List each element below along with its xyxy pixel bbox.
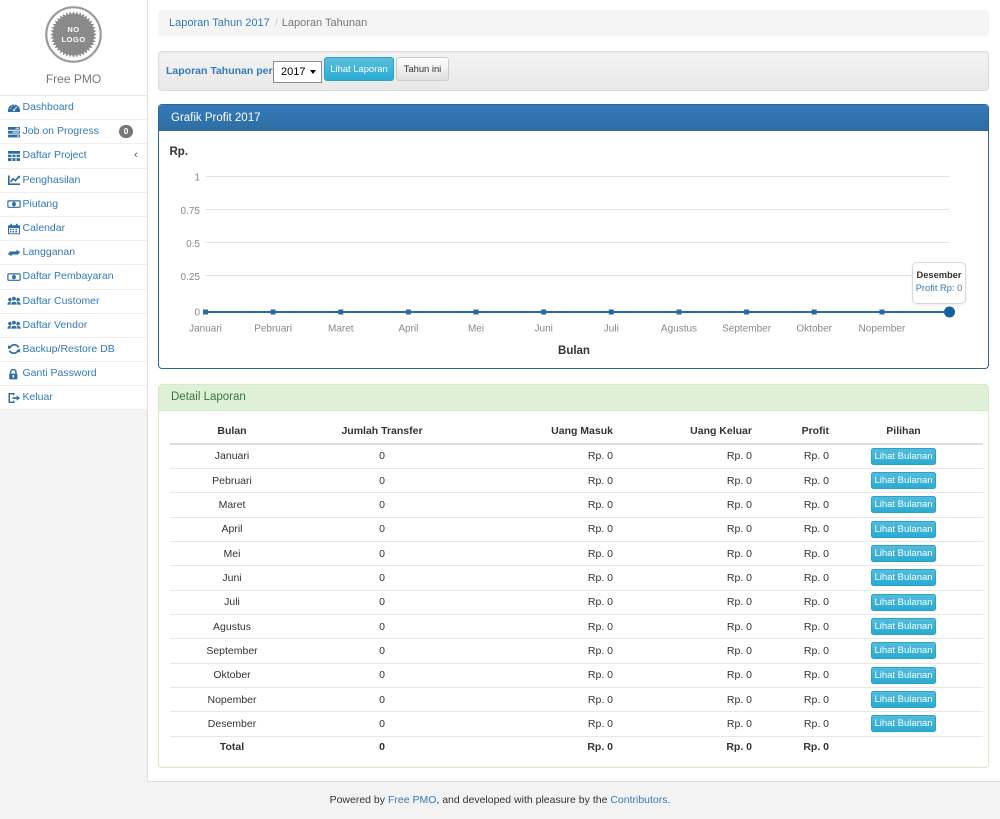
svg-text:0.25: 0.25 [181,272,201,283]
svg-text:Juli: Juli [604,324,619,335]
svg-text:Maret: Maret [328,324,354,335]
svg-text:Nopember: Nopember [859,324,906,335]
svg-text:Mei: Mei [468,324,484,335]
svg-text:NO: NO [67,25,79,34]
svg-text:Juni: Juni [535,324,553,335]
svg-text:April: April [398,324,418,335]
svg-text:LOGO: LOGO [61,35,85,44]
svg-text:0: 0 [194,308,200,319]
svg-text:Rp.: Rp. [170,146,189,158]
svg-text:Agustus: Agustus [661,324,697,335]
svg-text:September: September [722,324,772,335]
svg-text:0.75: 0.75 [181,206,201,217]
svg-text:Oktober: Oktober [796,324,832,335]
svg-text:Bulan: Bulan [558,345,590,357]
svg-text:Pebruari: Pebruari [254,324,292,335]
svg-text:Januari: Januari [189,324,222,335]
svg-text:1: 1 [194,173,200,184]
svg-text:0.5: 0.5 [186,239,200,250]
